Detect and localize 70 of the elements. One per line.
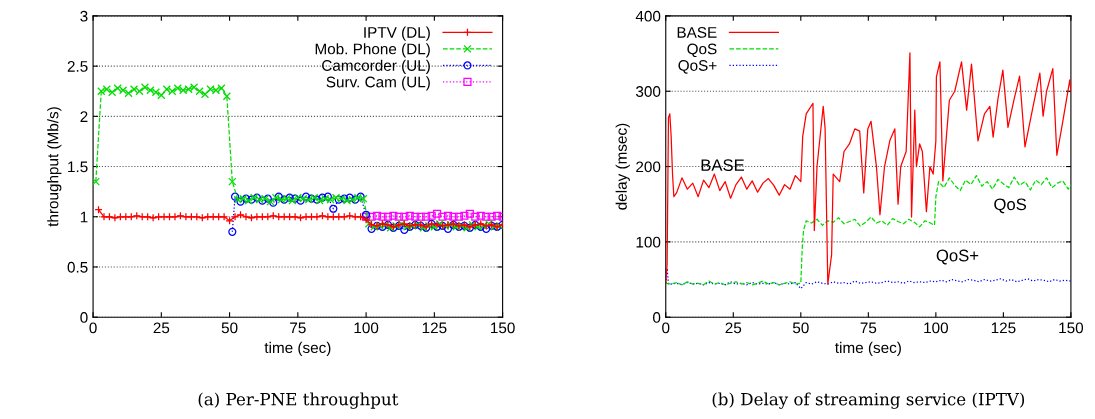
y-tick-label: 200: [636, 161, 661, 173]
y-axis-title: delay (msec): [615, 123, 630, 210]
legend-label: BASE: [677, 27, 717, 38]
point: [454, 212, 464, 221]
x-tick-label: 50: [792, 322, 809, 334]
y-tick-label: 0: [80, 312, 88, 323]
point: [427, 211, 436, 220]
point: [487, 212, 496, 221]
y-tick-label: 0: [653, 312, 661, 323]
point: [422, 212, 431, 221]
y-tick-label: 3: [80, 10, 88, 22]
point: [432, 209, 442, 218]
y-axis-title: throughput (Mb/s): [47, 107, 62, 227]
x-tick-label: 75: [290, 322, 306, 334]
x-tick-label: 25: [725, 322, 742, 334]
point: [367, 212, 376, 221]
line-series: [665, 174, 1071, 286]
point: [416, 212, 425, 221]
x-tick-label: 0: [662, 322, 670, 334]
point: [476, 211, 485, 220]
point: [460, 211, 469, 220]
point: [378, 212, 387, 221]
legend-label: Mob. Phone (DL): [315, 43, 430, 58]
point: [493, 211, 502, 220]
y-tick-label: 400: [635, 10, 661, 22]
annotation: QoS+: [936, 249, 979, 265]
text: (b) Delay of streaming service (IPTV): [712, 392, 1025, 409]
legend-label: Camcorder (UL): [322, 59, 430, 74]
legend-label: Surv. Cam (UL): [326, 76, 430, 91]
legend-label: IPTV (DL): [364, 26, 430, 41]
x-tick-label: 0: [89, 322, 97, 334]
x-tick-label: 100: [354, 322, 379, 334]
annotation: QoS: [994, 198, 1027, 214]
point: [471, 212, 480, 221]
x-tick-label: 150: [491, 322, 515, 334]
point: [394, 212, 403, 221]
point: [383, 212, 393, 221]
point: [411, 212, 420, 221]
y-tick-label: 300: [635, 86, 661, 97]
point: [389, 211, 398, 220]
x-axis-title: time (sec): [264, 341, 331, 357]
point: [443, 211, 453, 220]
legend-label: QoS: [687, 43, 717, 58]
x-tick-label: 125: [991, 322, 1016, 334]
point: [329, 204, 338, 213]
x-tick-label: 50: [221, 322, 238, 334]
x-tick-label: 150: [1059, 322, 1084, 334]
point: [482, 212, 491, 221]
text: (a) Per-PNE throughput: [198, 392, 399, 409]
point: [449, 212, 458, 221]
y-tick-label: 2.5: [67, 61, 88, 72]
point: [465, 209, 474, 218]
x-tick-label: 25: [153, 322, 170, 334]
point: [400, 212, 409, 221]
point: [438, 212, 447, 221]
point: [228, 227, 237, 236]
y-tick-label: 1.5: [68, 161, 88, 173]
point: [405, 211, 414, 220]
x-axis-title: time (sec): [835, 341, 901, 357]
point: [372, 211, 382, 220]
y-tick-label: 1: [80, 211, 88, 223]
legend-label: QoS+: [678, 60, 717, 74]
y-tick-label: 100: [636, 236, 661, 248]
y-tick-label: 0.5: [67, 261, 88, 273]
x-tick-label: 75: [860, 322, 877, 334]
annotation: BASE: [701, 159, 744, 172]
x-tick-label: 100: [924, 322, 949, 334]
x-tick-label: 125: [422, 322, 447, 334]
y-tick-label: 2: [80, 111, 88, 122]
line-series: [665, 267, 1071, 290]
